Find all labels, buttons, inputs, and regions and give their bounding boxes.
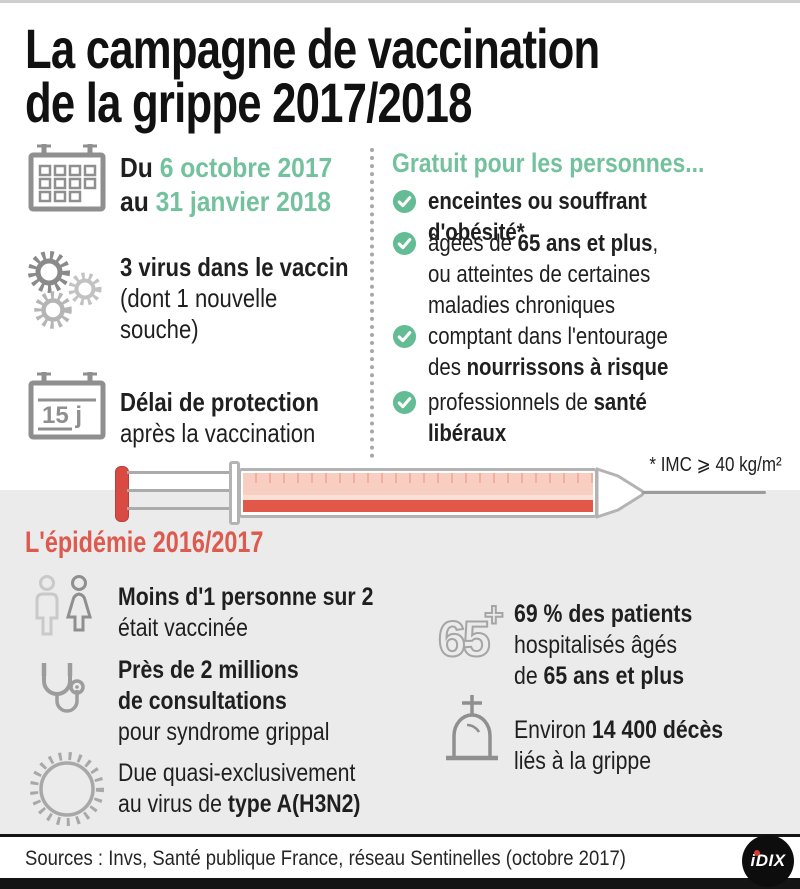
dotted-divider [370, 148, 374, 458]
man-woman-icon [35, 575, 93, 636]
idix-logo-text: iDIX [750, 851, 786, 870]
epidemic-heading: L'épidémie 2016/2017 [25, 526, 264, 559]
page-title: La campagne de vaccination de la grippe … [25, 17, 600, 134]
syringe-needle [642, 491, 766, 494]
syringe-plunger-handle [115, 466, 129, 522]
free-section-heading: Gratuit pour les personnes... [392, 148, 705, 178]
virus-icon [30, 752, 104, 826]
free-item-text: comptant dans l'entourage des nourrisson… [428, 323, 669, 381]
delay-days-label: 15 j [42, 402, 82, 429]
syringe-liquid-band [243, 473, 593, 495]
syringe-plunger-rod [127, 489, 240, 492]
syringe-plunger-rod [127, 471, 240, 474]
footer-divider-line [0, 834, 800, 837]
free-item-text: professionnels de santé libéraux [428, 389, 647, 447]
syringe-liquid-band-dark [243, 500, 593, 512]
senior-65plus-icon: 65 + [437, 600, 505, 664]
free-item: âgées de 65 ans et plus, ou atteintes de… [392, 228, 699, 321]
free-item: enceintes ou souffrant d'obésité* [392, 186, 800, 248]
stat-consultations: Près de 2 millions de consultations pour… [118, 656, 330, 746]
epidemic-section-background [0, 490, 800, 834]
free-item-text: âgées de 65 ans et plus, ou atteintes de… [428, 230, 659, 319]
sources-bar [0, 837, 800, 878]
syringe-illustration [110, 452, 790, 530]
bottom-bar [0, 878, 800, 889]
syringe-plunger-rod [127, 507, 240, 510]
stethoscope-icon [41, 663, 85, 713]
virus-gears-icon [28, 251, 102, 329]
imc-footnote: * IMC ⩾ 40 kg/m² [649, 454, 782, 476]
vaccine-composition: 3 virus dans le vaccin (dont 1 nouvelle … [120, 252, 349, 344]
free-item-text: enceintes ou souffrant d'obésité* [428, 188, 647, 246]
free-item: comptant dans l'entourage des nourrisson… [392, 321, 711, 383]
protection-delay: Délai de protection après la vaccination [120, 387, 319, 448]
check-icon [392, 231, 417, 256]
logo-red-dot [754, 850, 760, 856]
sixty-five-label: 65 [438, 611, 490, 664]
syringe-tip [596, 467, 645, 519]
calendar-15d-icon: 15 j [28, 372, 106, 440]
free-item: professionnels de santé libéraux [392, 387, 686, 449]
stat-hospitalized: 69 % des patients hospitalisés âgés de 6… [514, 600, 693, 690]
syringe-liquid-band-light [243, 495, 593, 500]
check-icon [392, 390, 417, 415]
check-icon [392, 189, 417, 214]
plus-label: + [484, 600, 504, 634]
campaign-dates: Du 6 octobre 2017 au 31 janvier 2018 [120, 152, 333, 217]
stat-deaths: Environ 14 400 décès liés à la grippe [514, 716, 724, 775]
calendar-icon [28, 144, 106, 212]
tombstone-icon [446, 695, 498, 761]
stat-virus-type: Due quasi-exclusivement au virus de type… [118, 759, 361, 818]
sources-text: Sources : Invs, Santé publique France, r… [25, 847, 626, 870]
idix-logo: iDIX [742, 835, 794, 887]
stat-vaccination-coverage: Moins d'1 personne sur 2 était vaccinée [118, 583, 374, 642]
syringe-barrel [238, 468, 598, 518]
top-border [0, 0, 800, 3]
check-icon [392, 324, 417, 349]
